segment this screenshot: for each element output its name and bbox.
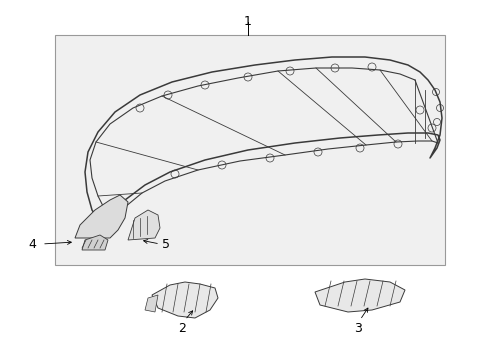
Text: 1: 1 xyxy=(244,15,251,28)
Polygon shape xyxy=(82,235,108,250)
Text: 3: 3 xyxy=(353,322,361,335)
Bar xyxy=(55,35,444,265)
Text: 4: 4 xyxy=(28,238,36,251)
Text: 2: 2 xyxy=(178,322,185,335)
Polygon shape xyxy=(128,210,160,240)
Text: 5: 5 xyxy=(162,238,170,251)
Polygon shape xyxy=(75,195,128,238)
Polygon shape xyxy=(314,279,404,312)
Polygon shape xyxy=(152,282,218,318)
Polygon shape xyxy=(145,295,158,312)
